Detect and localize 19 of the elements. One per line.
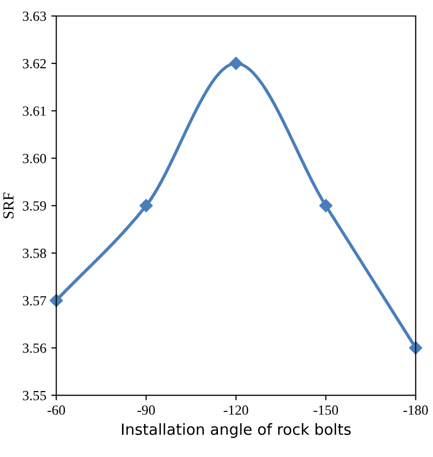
x-tick-label: -180: [403, 405, 428, 415]
point: [319, 199, 332, 212]
y-axis-title: SRF: [3, 192, 14, 218]
x-tick-label: -60: [48, 405, 66, 415]
point: [229, 56, 243, 70]
y-tick-label: 3.61: [22, 106, 46, 116]
y-tick-label: 3.58: [22, 248, 46, 258]
x-tick-label: -90: [137, 405, 155, 415]
y-tick-label: 3.56: [22, 344, 46, 353]
point: [140, 199, 153, 212]
y-tick-label: 3.57: [22, 296, 46, 306]
y-tick-label: 3.55: [22, 390, 46, 400]
x-tick-label: -150: [314, 405, 338, 415]
y-tick-label: 3.62: [22, 59, 46, 68]
y-tick-label: 3.59: [22, 201, 46, 211]
y-tick-label: 3.63: [22, 12, 46, 22]
y-tick-label: 3.60: [22, 154, 46, 164]
x-axis-title: Installation angle of rock bolts: [122, 423, 351, 438]
x-tick-label: -120: [224, 405, 248, 415]
